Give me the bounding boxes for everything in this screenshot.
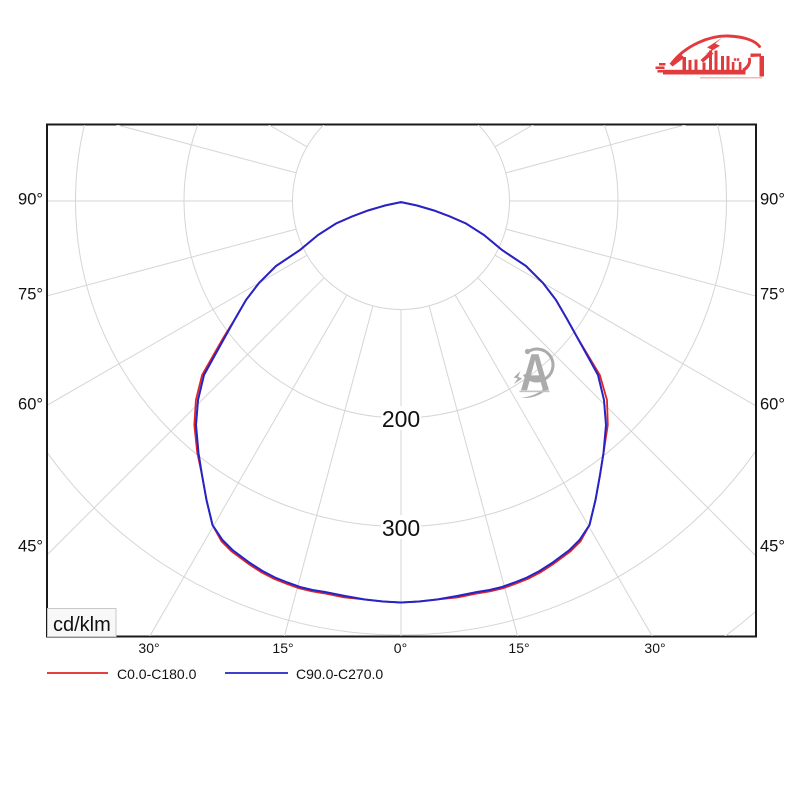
svg-text:15°: 15°	[508, 640, 529, 656]
svg-text:30°: 30°	[138, 640, 159, 656]
svg-text:60°: 60°	[18, 396, 43, 414]
svg-text:90°: 90°	[18, 191, 43, 209]
svg-text:C0.0-C180.0: C0.0-C180.0	[117, 666, 197, 682]
svg-text:75°: 75°	[18, 286, 43, 304]
svg-text:60°: 60°	[760, 396, 785, 414]
svg-text:90°: 90°	[760, 191, 785, 209]
svg-text:45°: 45°	[18, 538, 43, 556]
svg-text:C90.0-C270.0: C90.0-C270.0	[296, 666, 383, 682]
svg-text:300: 300	[382, 515, 420, 541]
svg-text:cd/klm: cd/klm	[53, 614, 111, 636]
svg-text:0°: 0°	[394, 640, 407, 656]
svg-text:45°: 45°	[760, 538, 785, 556]
svg-text:200: 200	[382, 406, 420, 432]
svg-text:15°: 15°	[272, 640, 293, 656]
svg-text:75°: 75°	[760, 286, 785, 304]
svg-text:30°: 30°	[644, 640, 665, 656]
